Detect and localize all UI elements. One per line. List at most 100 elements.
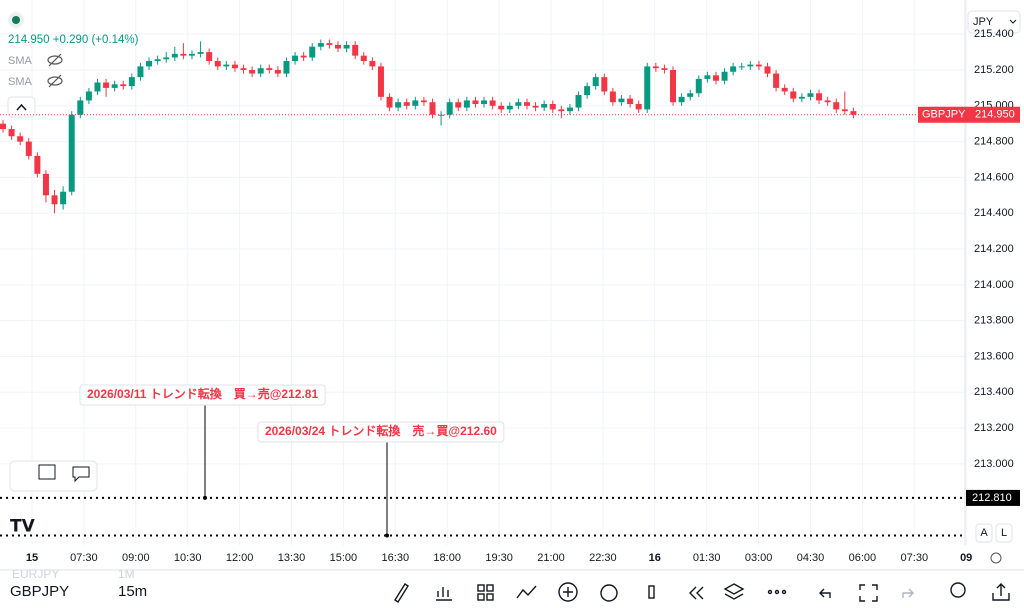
y-tick-label: 215.400 <box>974 28 1014 40</box>
time-label: 09 <box>960 552 972 564</box>
candle-body <box>8 129 15 137</box>
candle-body <box>352 44 359 56</box>
candle-body <box>283 61 290 74</box>
candle-body <box>335 44 342 49</box>
draw-tool[interactable] <box>394 583 409 603</box>
candle-body <box>111 84 118 88</box>
auto-button[interactable] <box>975 523 993 543</box>
candle-body <box>257 68 264 74</box>
settings-icon[interactable] <box>990 552 1002 564</box>
candle-body <box>171 53 178 58</box>
replay-tool[interactable] <box>689 586 704 600</box>
time-label: 03:00 <box>745 552 773 564</box>
candle-body <box>807 93 814 97</box>
redo-tool[interactable] <box>902 588 914 598</box>
compare-tool[interactable] <box>516 585 537 599</box>
candle-body <box>644 66 651 110</box>
y-tick-label: 214.000 <box>974 279 1014 291</box>
time-label: 04:30 <box>797 552 825 564</box>
alert-tool[interactable] <box>600 584 618 602</box>
status-dot-core <box>12 16 20 24</box>
y-tick-label: 213.000 <box>974 458 1014 470</box>
hint-tool[interactable] <box>950 582 966 598</box>
candle-body <box>850 111 857 115</box>
candle-body <box>833 102 840 110</box>
more-dot <box>781 589 787 595</box>
candle-body <box>824 100 831 103</box>
candle-body <box>60 191 67 205</box>
candle-body <box>403 102 410 106</box>
time-label: 21:00 <box>537 552 565 564</box>
line-label-bg <box>966 489 1020 506</box>
candle-body <box>180 53 187 56</box>
candle-body <box>481 100 488 105</box>
comment-tool[interactable] <box>72 466 90 483</box>
candle-body <box>455 102 462 108</box>
candle-body <box>214 61 221 67</box>
y-tick-label: 215.200 <box>974 64 1014 76</box>
candle-body <box>85 91 92 101</box>
candle-body <box>687 93 694 97</box>
candle-body <box>738 66 745 68</box>
candle-body <box>472 100 479 105</box>
text-tool[interactable] <box>38 464 56 480</box>
candle-body <box>695 78 702 94</box>
candle-body <box>240 68 247 70</box>
collapse-button[interactable] <box>7 96 36 118</box>
symbol[interactable]: GBPJPY <box>10 583 69 600</box>
candle-body <box>386 96 393 108</box>
candle-body <box>489 100 496 106</box>
more-dot <box>774 589 780 595</box>
undo-tool[interactable] <box>819 588 831 598</box>
logo: 𝗧𝗩 <box>10 516 36 535</box>
candle-body <box>652 66 659 69</box>
y-tick-label: 214.800 <box>974 136 1014 148</box>
candle-body <box>670 69 677 103</box>
add-tool[interactable] <box>558 582 578 602</box>
price-tag-symbol: GBPJPY <box>922 109 966 121</box>
interval[interactable]: 15m <box>118 583 147 600</box>
candle-body <box>627 98 634 105</box>
candle-tool[interactable] <box>648 585 655 599</box>
y-tick-label: 214.200 <box>974 243 1014 255</box>
candle-body <box>128 77 135 87</box>
candle-body <box>154 59 161 62</box>
candle-body <box>566 107 573 112</box>
candle-body <box>188 53 195 56</box>
currency-button[interactable] <box>967 10 1021 34</box>
indicator[interactable]: SMA <box>8 55 33 67</box>
candle-body <box>163 57 170 60</box>
candle-body <box>274 69 281 74</box>
collapse-icon <box>16 103 27 111</box>
candle-body <box>635 104 642 110</box>
share-tool[interactable] <box>992 583 1010 601</box>
log-button[interactable] <box>995 523 1013 543</box>
ghost-symbol: EURJPY <box>12 567 59 581</box>
price-tag-bg <box>918 106 1020 123</box>
candle-body <box>68 114 75 192</box>
candle-body <box>206 52 213 62</box>
time-label: 09:00 <box>122 552 150 564</box>
candles <box>0 39 857 214</box>
candle-body <box>377 66 384 97</box>
candle-body <box>747 64 754 67</box>
layers-tool[interactable] <box>723 583 745 600</box>
indicators-tool[interactable] <box>436 587 452 601</box>
time-label: 01:30 <box>693 552 721 564</box>
candle-body <box>17 136 24 142</box>
indicator[interactable]: SMA <box>8 76 33 88</box>
y-tick-label: 214.400 <box>974 207 1014 219</box>
fullscreen-tool[interactable] <box>859 584 878 602</box>
candle-body <box>678 96 685 103</box>
candle-body <box>446 102 453 115</box>
candle-body <box>816 93 823 101</box>
candle-body <box>764 66 771 74</box>
candle-body <box>781 87 788 92</box>
annotation: 2026/03/24 トレンド転換 売→買@212.60 <box>265 423 497 438</box>
layout-tool[interactable] <box>477 584 485 592</box>
more-tool[interactable] <box>767 589 773 595</box>
currency: JPY <box>973 16 994 28</box>
candle-body <box>300 55 307 58</box>
